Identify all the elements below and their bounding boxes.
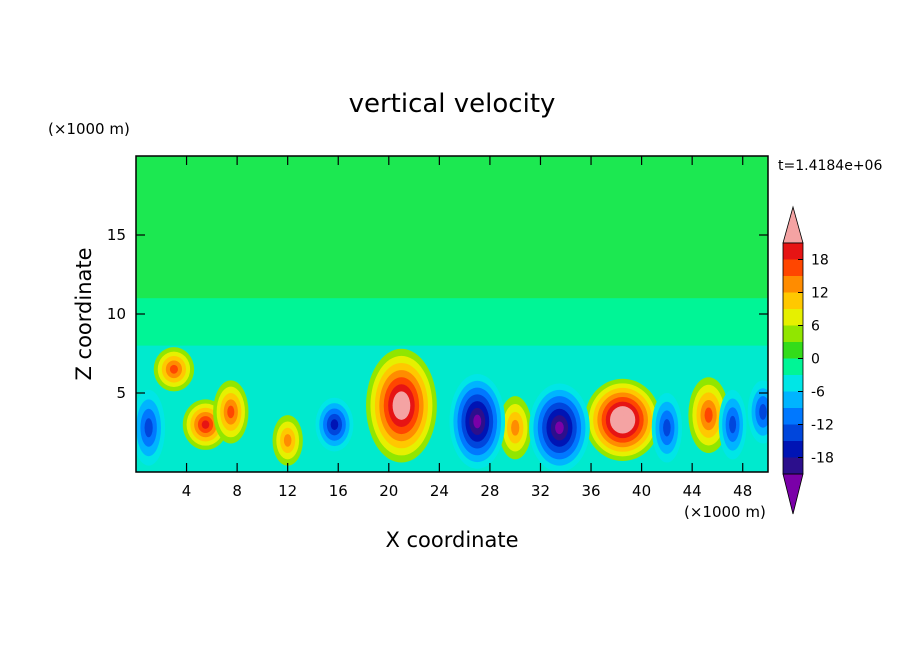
colorbar-band	[783, 342, 803, 359]
time-label: t=1.4184e+06	[778, 158, 882, 174]
y-unit-label: (×1000 m)	[48, 120, 130, 138]
y-axis-title: Z coordinate	[72, 247, 96, 380]
colorbar-band	[783, 424, 803, 442]
x-tick-label: 8	[232, 482, 242, 500]
x-tick-label: 16	[329, 482, 348, 500]
x-tick-label: 24	[430, 482, 449, 500]
x-tick-label: 32	[531, 482, 550, 500]
y-tick-label: 5	[116, 384, 126, 402]
colorbar-max-arrow	[782, 205, 804, 244]
colorbar-band	[783, 325, 803, 343]
colorbar-band	[783, 441, 803, 458]
colorbar-band	[783, 292, 803, 310]
colorbar-tick-label: 12	[811, 286, 829, 302]
colorbar-tick-label: -18	[811, 451, 834, 467]
colorbar-band	[783, 358, 803, 376]
colorbar-tick-label: 0	[811, 352, 820, 368]
colorbar-band	[783, 375, 803, 392]
x-tick-label: 44	[683, 482, 702, 500]
x-tick-label: 40	[632, 482, 651, 500]
y-tick-label: 10	[107, 305, 126, 323]
x-tick-label: 48	[733, 482, 752, 500]
contour-cell	[397, 398, 406, 413]
contour-cell	[473, 414, 482, 429]
contour-cell	[169, 364, 178, 374]
colorbar-band	[783, 259, 803, 277]
contour-cell	[330, 419, 339, 430]
y-tick-label: 15	[107, 226, 126, 244]
contour-cell	[201, 420, 210, 429]
contour-cell	[555, 421, 564, 435]
x-axis-ticks: 4 8 12 16 20 24 28 32 36 40 44 48	[182, 156, 752, 500]
colorbar-min-arrow	[782, 473, 804, 515]
y-axis-ticks: 5 10 15	[107, 226, 768, 402]
contour-cell	[511, 419, 520, 436]
contour-cell	[144, 418, 153, 438]
colorbar-band	[783, 243, 803, 260]
colorbar-tick-label: -12	[811, 418, 834, 434]
colorbar-band	[783, 408, 803, 425]
colorbar-band	[783, 391, 803, 409]
colorbar-tick-label: 6	[811, 319, 820, 335]
x-axis-title: X coordinate	[385, 528, 518, 552]
x-unit-label: (×1000 m)	[684, 503, 766, 521]
x-tick-label: 12	[278, 482, 297, 500]
upper-field-band	[136, 156, 768, 299]
contour-cell	[283, 434, 292, 447]
contour-cell	[759, 404, 767, 420]
colorbar-band	[783, 276, 803, 293]
colorbar-tick-label: 18	[811, 253, 829, 269]
contour-field	[136, 156, 768, 472]
contour-cell	[704, 407, 713, 423]
colorbar-band	[783, 457, 803, 475]
contour-cell	[729, 415, 737, 434]
x-tick-label: 4	[182, 482, 192, 500]
contour-cell	[227, 405, 235, 419]
colorbar-tick-label: -6	[811, 385, 825, 401]
x-tick-label: 28	[480, 482, 499, 500]
colorbar: 18 12 6 0 -6 -12 -18	[782, 205, 834, 515]
contour-cell	[663, 419, 671, 437]
x-tick-label: 36	[581, 482, 600, 500]
contour-cell	[618, 415, 627, 425]
x-tick-label: 20	[379, 482, 398, 500]
colorbar-band	[783, 309, 803, 326]
chart-title: vertical velocity	[349, 89, 556, 119]
